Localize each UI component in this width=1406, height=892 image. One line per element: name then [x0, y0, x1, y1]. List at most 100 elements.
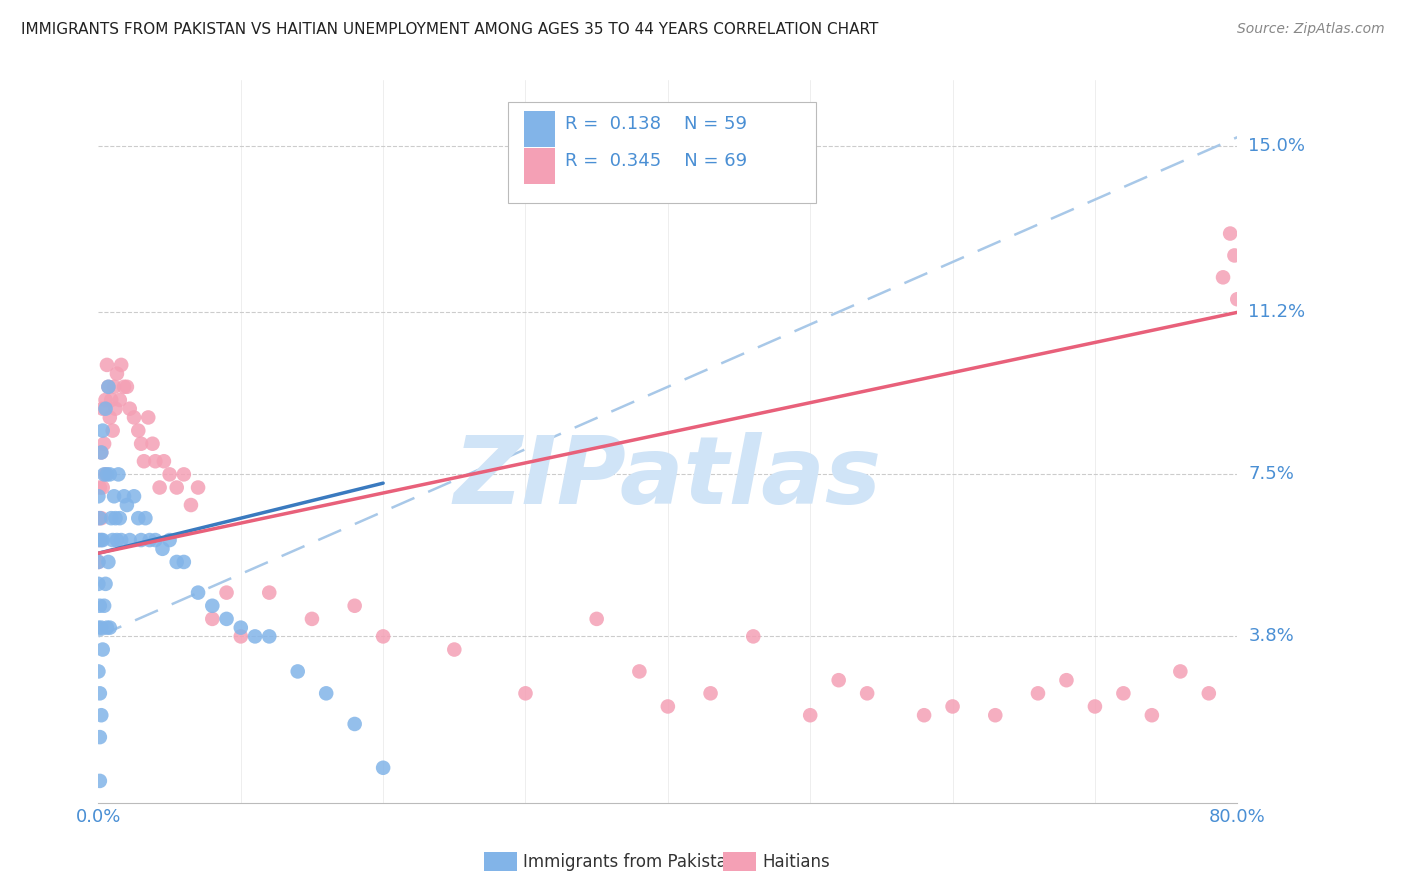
Point: [343, 599, 366, 613]
Text: IMMIGRANTS FROM PAKISTAN VS HAITIAN UNEMPLOYMENT AMONG AGES 35 TO 44 YEARS CORRE: IMMIGRANTS FROM PAKISTAN VS HAITIAN UNEM…: [21, 22, 879, 37]
Point: [97, 380, 120, 394]
Point: [93, 467, 115, 482]
Point: [90, 511, 112, 525]
Point: [96, 358, 118, 372]
Point: [96, 467, 118, 482]
Point: [301, 612, 323, 626]
Point: [98, 467, 121, 482]
Point: [159, 533, 181, 547]
Point: [105, 533, 128, 547]
Point: [138, 533, 160, 547]
Point: [115, 498, 138, 512]
Point: [87, 555, 110, 569]
Point: [166, 481, 188, 495]
Text: 15.0%: 15.0%: [1249, 137, 1305, 155]
Point: [1212, 270, 1234, 285]
Point: [100, 511, 122, 525]
Text: Immigrants from Pakistan: Immigrants from Pakistan: [523, 853, 737, 871]
Text: ZIPatlas: ZIPatlas: [454, 432, 882, 524]
Point: [149, 481, 172, 495]
Point: [89, 686, 111, 700]
Point: [110, 533, 132, 547]
Point: [259, 585, 281, 599]
Point: [153, 454, 176, 468]
Point: [828, 673, 851, 688]
Point: [1140, 708, 1163, 723]
Point: [742, 629, 765, 643]
Point: [1198, 686, 1220, 700]
Point: [94, 467, 117, 482]
Point: [315, 686, 337, 700]
Point: [90, 445, 112, 459]
Point: [90, 708, 112, 723]
Point: [94, 392, 117, 407]
Point: [129, 436, 152, 450]
Point: [94, 401, 117, 416]
Point: [173, 467, 195, 482]
Point: [127, 424, 149, 438]
Point: [1026, 686, 1049, 700]
Text: Source: ZipAtlas.com: Source: ZipAtlas.com: [1237, 22, 1385, 37]
Point: [585, 612, 607, 626]
Point: [91, 424, 114, 438]
Point: [87, 511, 110, 525]
Point: [187, 481, 209, 495]
Point: [443, 642, 465, 657]
Point: [100, 392, 122, 407]
Point: [108, 511, 131, 525]
FancyBboxPatch shape: [509, 102, 815, 203]
Point: [799, 708, 821, 723]
Point: [159, 467, 181, 482]
Point: [91, 481, 114, 495]
Point: [91, 401, 114, 416]
Point: [118, 533, 141, 547]
Point: [173, 555, 195, 569]
Point: [1226, 292, 1249, 306]
Point: [103, 489, 125, 503]
Text: 7.5%: 7.5%: [1249, 466, 1295, 483]
Point: [1056, 673, 1078, 688]
Text: 11.2%: 11.2%: [1249, 303, 1306, 321]
Point: [1170, 665, 1192, 679]
Point: [89, 481, 111, 495]
Point: [91, 533, 114, 547]
Point: [87, 489, 110, 503]
Point: [343, 717, 366, 731]
Text: Haitians: Haitians: [762, 853, 830, 871]
Point: [98, 621, 121, 635]
Point: [89, 730, 111, 744]
Point: [110, 358, 132, 372]
Point: [1112, 686, 1135, 700]
Point: [107, 467, 129, 482]
Point: [215, 585, 238, 599]
Text: 3.8%: 3.8%: [1249, 627, 1294, 646]
Point: [89, 773, 111, 788]
Point: [122, 489, 145, 503]
Point: [129, 533, 152, 547]
Point: [145, 533, 167, 547]
Point: [97, 380, 120, 394]
Point: [201, 612, 224, 626]
Point: [1084, 699, 1107, 714]
Point: [136, 410, 159, 425]
Point: [1219, 227, 1241, 241]
Point: [984, 708, 1007, 723]
Point: [201, 599, 224, 613]
Point: [187, 585, 209, 599]
FancyBboxPatch shape: [524, 148, 555, 185]
Point: [942, 699, 965, 714]
Point: [259, 629, 281, 643]
Point: [93, 599, 115, 613]
Point: [118, 401, 141, 416]
Point: [87, 555, 110, 569]
Point: [101, 533, 124, 547]
Point: [89, 511, 111, 525]
Point: [87, 577, 110, 591]
Point: [134, 511, 156, 525]
Point: [90, 621, 112, 635]
Point: [96, 621, 118, 635]
Point: [243, 629, 266, 643]
Point: [515, 686, 537, 700]
Point: [127, 511, 149, 525]
Point: [373, 629, 395, 643]
